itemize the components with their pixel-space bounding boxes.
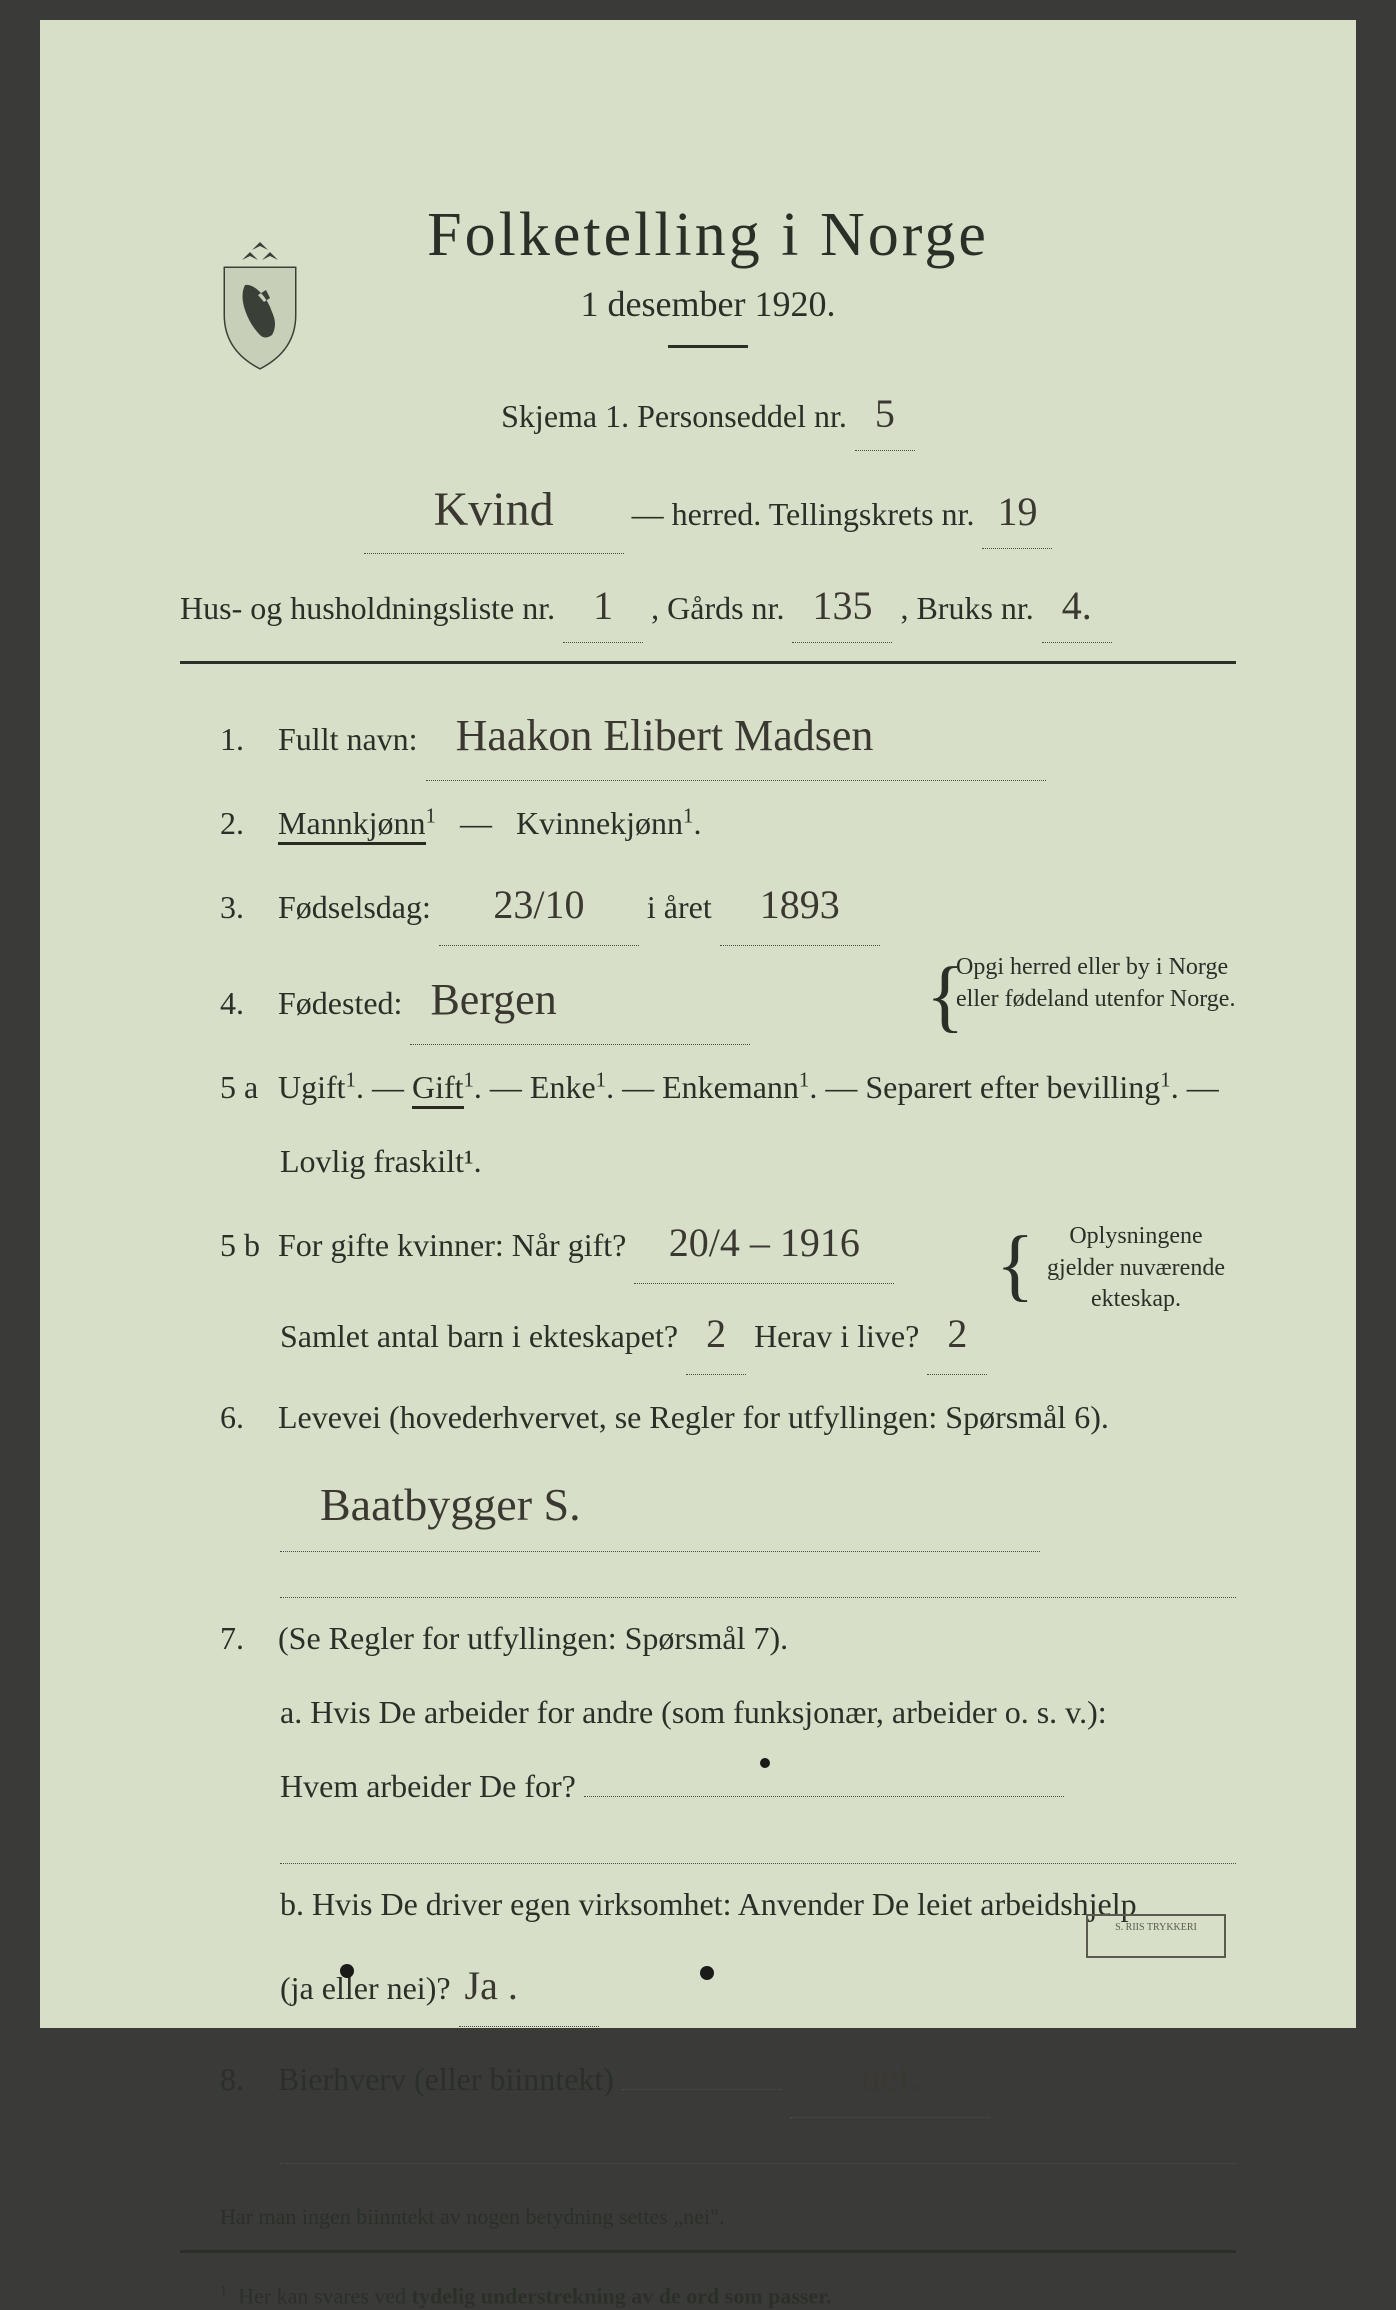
q5a-gift: Gift [412, 1069, 464, 1109]
q7b-q: (ja eller nei)? [280, 1970, 451, 2006]
q6-label: Levevei (hovederhvervet, se Regler for u… [278, 1399, 1109, 1435]
q7a-blank [584, 1796, 1064, 1797]
herred-value: Kvind [364, 467, 624, 554]
q6-num: 6. [220, 1385, 270, 1449]
q4-aside: Opgi herred eller by i Norge eller fødel… [956, 952, 1246, 1014]
hus-label1: Hus- og husholdningsliste nr. [180, 590, 555, 626]
page-title: Folketelling i Norge [180, 200, 1236, 271]
q8-label: Bierhverv (eller biinntekt) [278, 2061, 614, 2097]
title-divider [668, 345, 748, 348]
q4-aside2: eller fødeland utenfor Norge. [956, 984, 1246, 1015]
q6-blank-line [280, 1562, 1236, 1598]
hus-v1: 1 [563, 570, 643, 643]
q3-mid: i året [647, 889, 712, 925]
q2-opt2: Kvinnekjønn [516, 805, 683, 841]
skjema-line: Skjema 1. Personseddel nr. 5 [180, 378, 1236, 451]
hus-v3: 4. [1042, 570, 1112, 643]
q2-opt1: Mannkjønn [278, 805, 426, 845]
q5b-row1: 5 b For gifte kvinner: Når gift? 20/4 – … [180, 1203, 1236, 1284]
q6-value: Baatbygger S. [280, 1459, 1040, 1552]
q5a-num: 5 a [220, 1055, 270, 1119]
q3-row: 3. Fødselsdag: 23/10 i året 1893 [180, 865, 1236, 946]
q3-year: 1893 [720, 865, 880, 946]
q7a-label: a. Hvis De arbeider for andre (som funks… [280, 1694, 1107, 1730]
hus-line: Hus- og husholdningsliste nr. 1 , Gårds … [180, 570, 1236, 643]
punch-hole-icon [340, 1964, 354, 1978]
q2-num: 2. [220, 791, 270, 855]
q4-num: 4. [220, 971, 270, 1035]
section-divider-bottom [180, 2250, 1236, 2253]
q5b-num: 5 b [220, 1213, 270, 1277]
q8-blank1 [622, 2089, 782, 2090]
q5b-aside2: gjelder nuværende [1026, 1253, 1246, 1284]
herred-suffix: — herred. Tellingskrets nr. [632, 496, 975, 532]
footnote: 1 Her kan svares ved tydelig understrekn… [180, 2283, 1236, 2309]
punch-hole-icon [700, 1966, 714, 1980]
section-divider-1 [180, 661, 1236, 664]
q8-value: nei. [790, 2037, 990, 2118]
herred-line: Kvind — herred. Tellingskrets nr. 19 [180, 467, 1236, 554]
hus-v2: 135 [792, 570, 892, 643]
q8-row: 8. Bierhverv (eller biinntekt) nei. [180, 2037, 1236, 2118]
q3-num: 3. [220, 875, 270, 939]
q7a-q: Hvem arbeider De for? [280, 1768, 576, 1804]
q5b-label3: Herav i live? [754, 1318, 919, 1354]
q7a-row: a. Hvis De arbeider for andre (som funks… [180, 1680, 1236, 1744]
q5a-opts2: Lovlig fraskilt¹. [280, 1143, 482, 1179]
q8-num: 8. [220, 2047, 270, 2111]
q1-label: Fullt navn: [278, 721, 418, 757]
q4-row: 4. Fødested: Bergen Opgi herred eller by… [180, 956, 1236, 1045]
q7-row: 7. (Se Regler for utfyllingen: Spørsmål … [180, 1606, 1236, 1670]
note: Har man ingen biinntekt av nogen betydni… [180, 2204, 1236, 2230]
q3-label: Fødselsdag: [278, 889, 431, 925]
q7a-blank-line [280, 1828, 1236, 1864]
q4-label: Fødested: [278, 985, 402, 1021]
printer-stamp: S. RIIS TRYKKERI [1086, 1914, 1226, 1958]
q5a-row2: Lovlig fraskilt¹. [180, 1129, 1236, 1193]
q5b-label2: Samlet antal barn i ekteskapet? [280, 1318, 678, 1354]
q4-aside1: Opgi herred eller by i Norge [956, 952, 1246, 983]
q7b-row: b. Hvis De driver egen virksomhet: Anven… [180, 1872, 1236, 1936]
q5a-row: 5 a Ugift1. — Gift1. — Enke1. — Enkemann… [180, 1055, 1236, 1119]
q7-label: (Se Regler for utfyllingen: Spørsmål 7). [278, 1620, 788, 1656]
q5b-aside1: Oplysningene [1026, 1221, 1246, 1252]
q7b-label: b. Hvis De driver egen virksomhet: Anven… [280, 1886, 1137, 1922]
q7-num: 7. [220, 1606, 270, 1670]
hus-label3: , Bruks nr. [900, 590, 1033, 626]
census-form-page: Folketelling i Norge 1 desember 1920. Sk… [40, 20, 1356, 2028]
q1-row: 1. Fullt navn: Haakon Elibert Madsen [180, 692, 1236, 781]
q5b-row2: Samlet antal barn i ekteskapet? 2 Herav … [180, 1294, 1236, 1375]
q6-value-row: Baatbygger S. [180, 1459, 1236, 1552]
q1-num: 1. [220, 707, 270, 771]
q5b-v3: 2 [927, 1294, 987, 1375]
ink-dot-icon [760, 1758, 770, 1768]
page-subtitle: 1 desember 1920. [180, 283, 1236, 325]
tellingskrets-nr: 19 [982, 476, 1052, 549]
q1-value: Haakon Elibert Madsen [426, 692, 1046, 781]
q5b-v2: 2 [686, 1294, 746, 1375]
q3-day: 23/10 [439, 865, 639, 946]
skjema-label: Skjema 1. Personseddel nr. [501, 398, 847, 434]
q2-row: 2. Mannkjønn1 — Kvinnekjønn1. [180, 791, 1236, 855]
q5b-v1: 20/4 – 1916 [634, 1203, 894, 1284]
q7b-value: Ja . [459, 1946, 599, 2027]
q5b-label1: For gifte kvinner: Når gift? [278, 1227, 626, 1263]
personseddel-nr: 5 [855, 378, 915, 451]
q7b-q-row: (ja eller nei)? Ja . [180, 1946, 1236, 2027]
q6-row: 6. Levevei (hovederhvervet, se Regler fo… [180, 1385, 1236, 1449]
q7a-q-row: Hvem arbeider De for? [180, 1754, 1236, 1818]
hus-label2: , Gårds nr. [651, 590, 784, 626]
q8-blank-line [280, 2128, 1236, 2164]
coat-of-arms-icon [210, 240, 310, 370]
q4-value: Bergen [410, 956, 750, 1045]
